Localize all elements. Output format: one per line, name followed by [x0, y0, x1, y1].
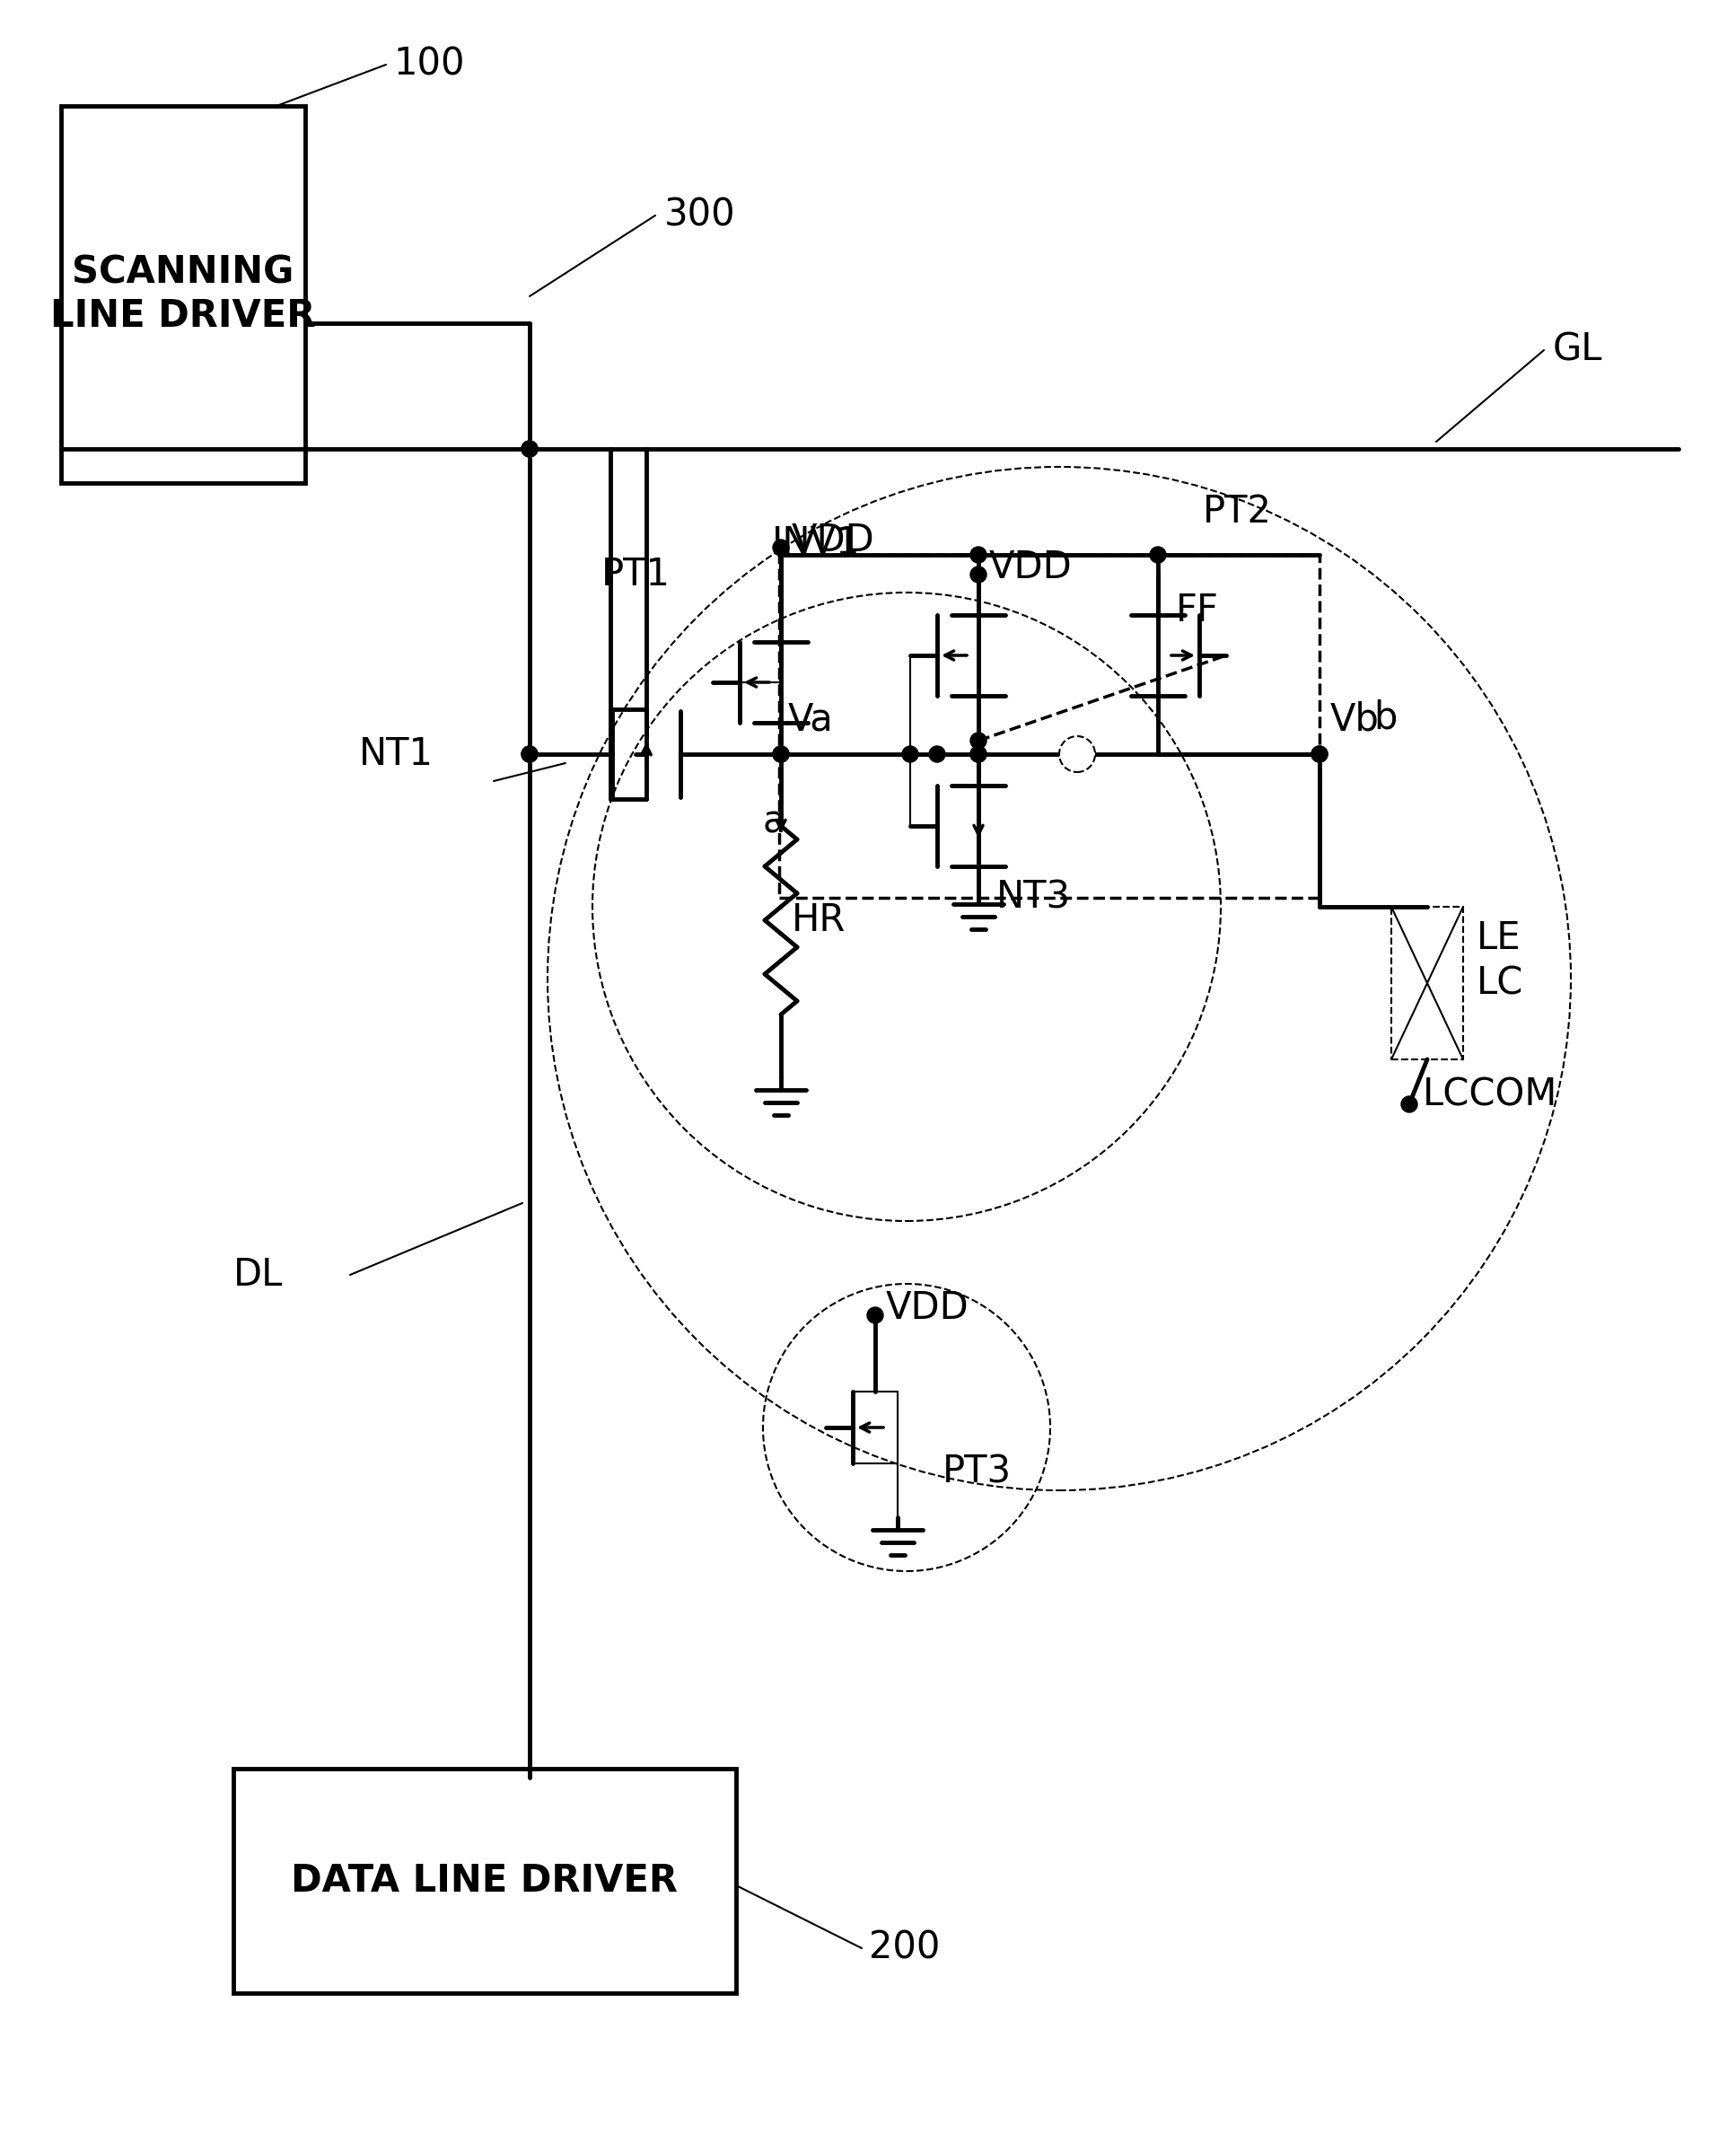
Text: PT3: PT3 [943, 1453, 1012, 1491]
Text: Vb: Vb [1330, 702, 1380, 738]
Circle shape [1311, 747, 1328, 762]
Text: DL: DL [233, 1257, 283, 1293]
Circle shape [773, 747, 788, 762]
Circle shape [970, 566, 986, 583]
Text: LCCOM: LCCOM [1424, 1076, 1557, 1115]
Text: HR: HR [792, 902, 845, 938]
Circle shape [1149, 547, 1167, 564]
Text: b: b [1373, 699, 1397, 738]
Text: PT2: PT2 [1203, 493, 1272, 532]
Text: PT1: PT1 [601, 555, 670, 594]
FancyBboxPatch shape [61, 105, 306, 482]
Circle shape [521, 747, 538, 762]
Circle shape [1311, 747, 1328, 762]
Text: NT1: NT1 [359, 736, 434, 773]
Text: a: a [764, 803, 786, 839]
Text: LC: LC [1477, 964, 1524, 1003]
Text: VDD: VDD [990, 549, 1073, 585]
Text: INV1: INV1 [773, 525, 861, 562]
Circle shape [903, 747, 918, 762]
Circle shape [970, 747, 986, 762]
Text: Va: Va [788, 702, 833, 738]
Circle shape [970, 547, 986, 564]
Circle shape [1059, 736, 1095, 773]
Text: FF: FF [1175, 592, 1219, 628]
FancyBboxPatch shape [233, 1769, 736, 1993]
Circle shape [521, 441, 538, 456]
Text: NT3: NT3 [996, 878, 1071, 917]
Text: LE: LE [1477, 919, 1521, 958]
Text: DATA LINE DRIVER: DATA LINE DRIVER [292, 1861, 679, 1900]
Text: 200: 200 [870, 1930, 941, 1967]
Circle shape [521, 441, 538, 456]
Circle shape [970, 747, 986, 762]
Circle shape [866, 1306, 884, 1323]
Text: VDD: VDD [792, 521, 875, 560]
Text: 300: 300 [665, 196, 736, 235]
Text: GL: GL [1554, 331, 1602, 368]
Text: SCANNING
LINE DRIVER: SCANNING LINE DRIVER [50, 254, 316, 336]
Text: VDD: VDD [885, 1289, 969, 1328]
FancyBboxPatch shape [1391, 906, 1463, 1059]
Circle shape [521, 747, 538, 762]
Circle shape [970, 732, 986, 749]
Circle shape [1401, 1095, 1417, 1113]
Circle shape [773, 747, 788, 762]
Circle shape [929, 747, 944, 762]
Text: 100: 100 [392, 45, 465, 84]
Circle shape [773, 540, 788, 555]
